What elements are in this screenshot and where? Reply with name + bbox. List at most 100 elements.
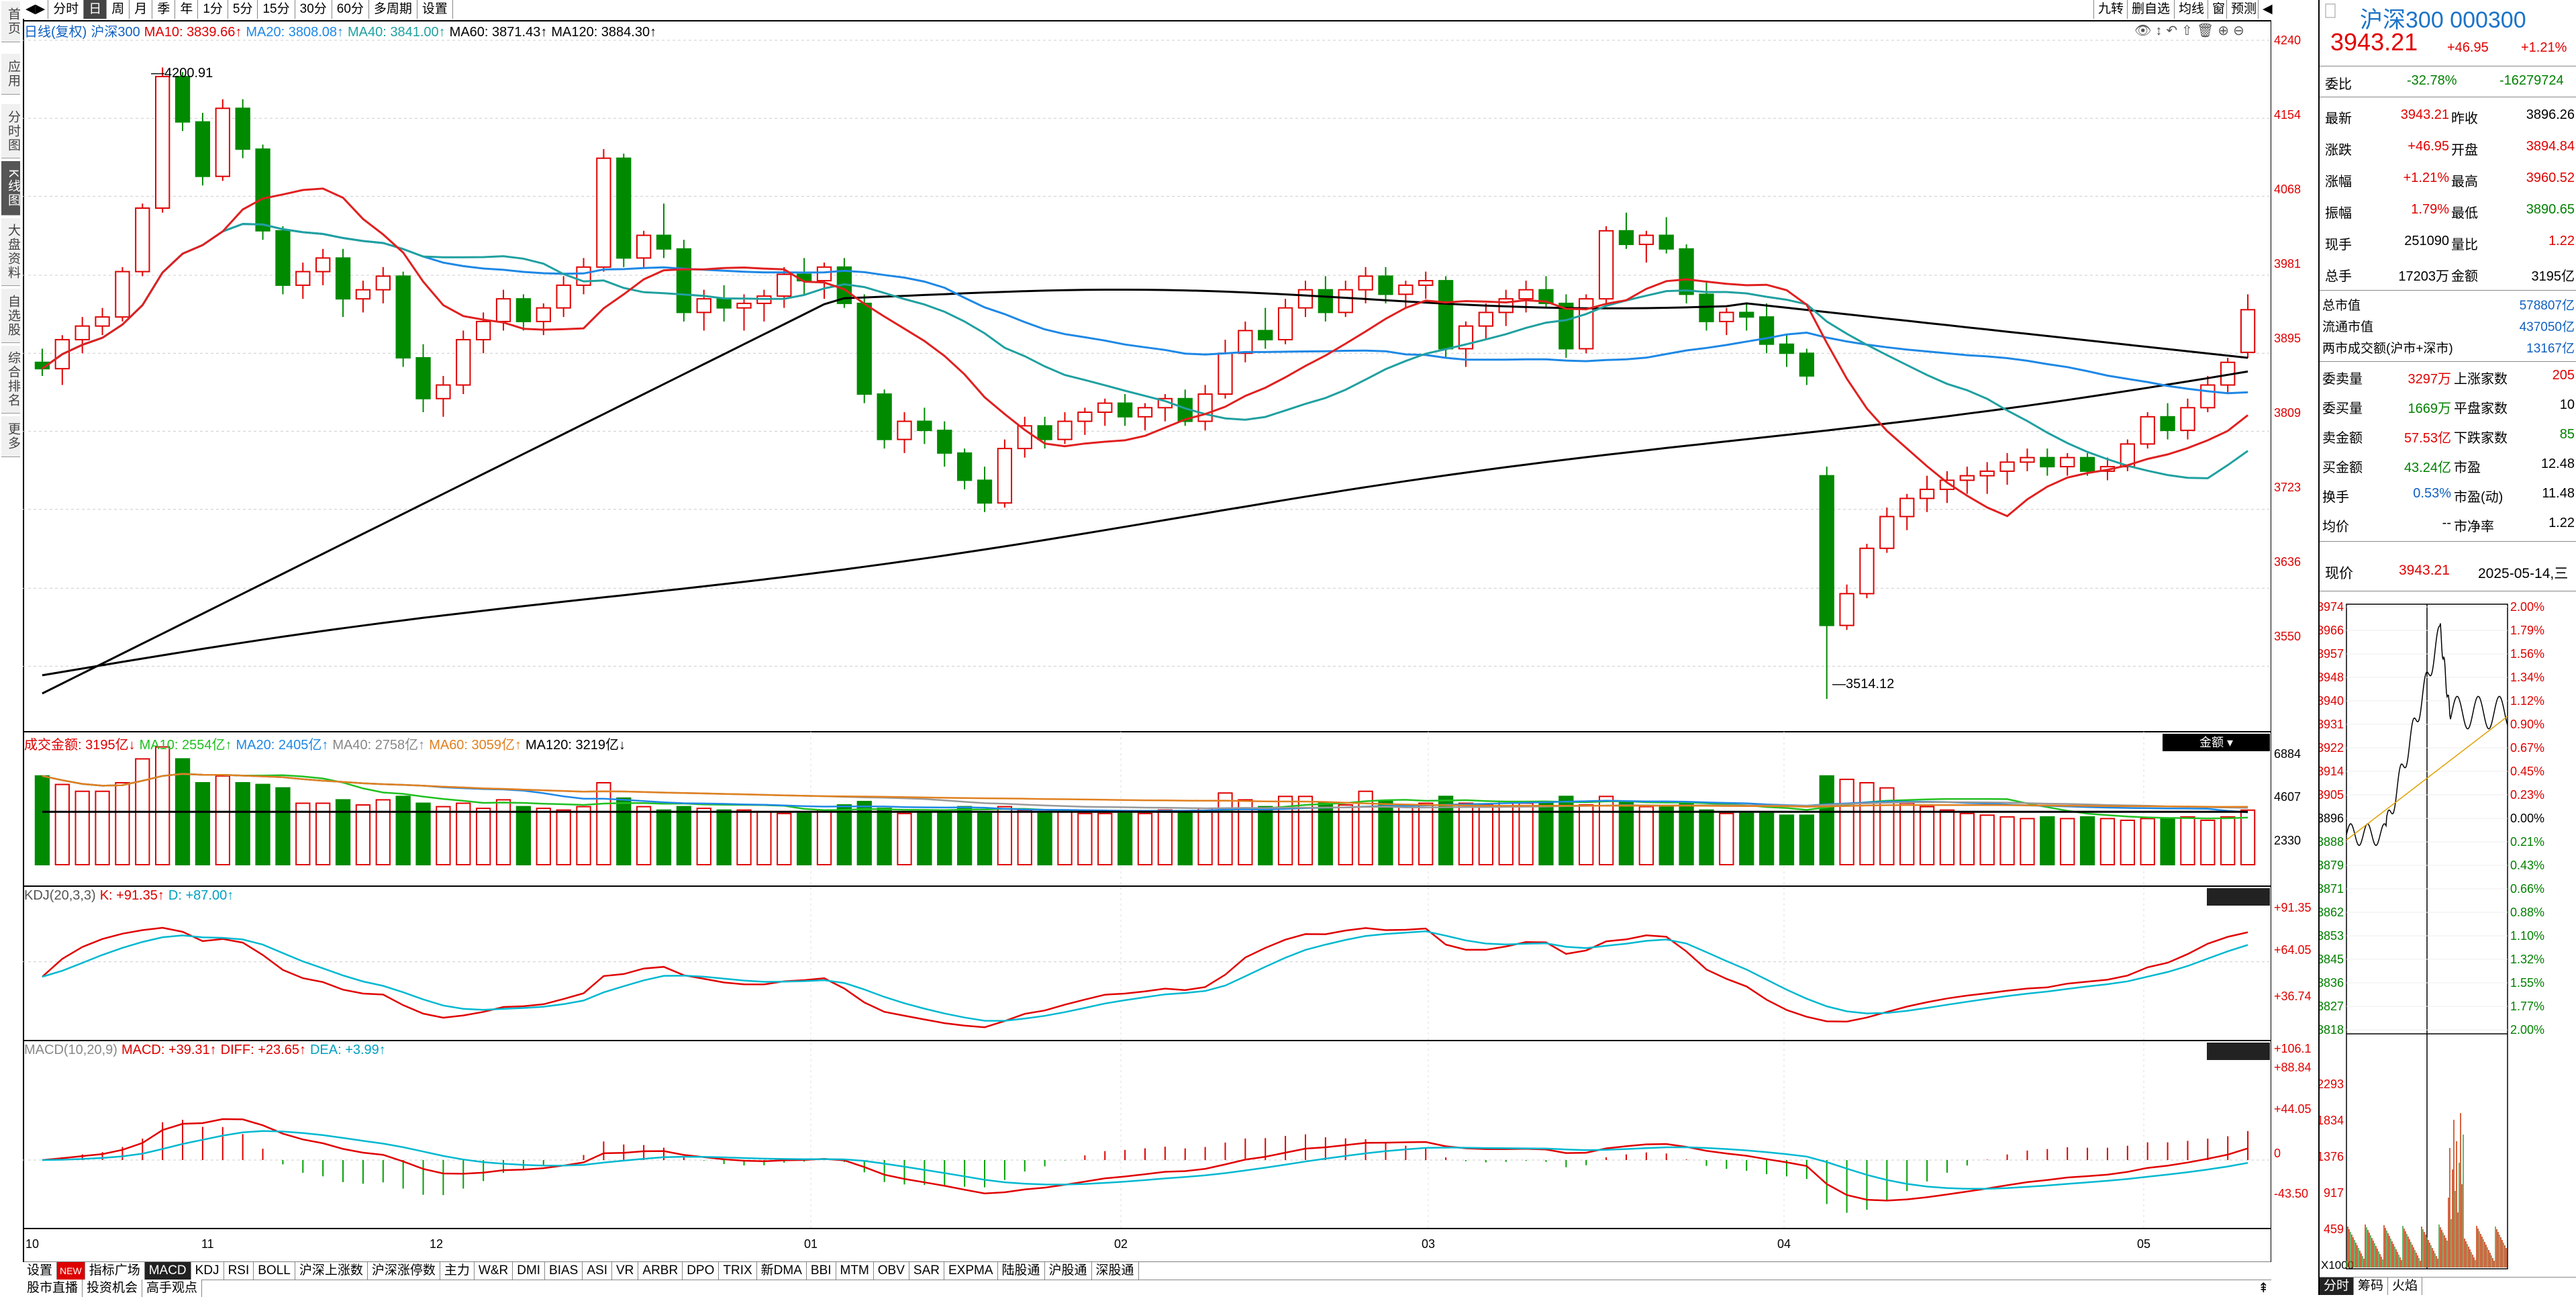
- tab-wr[interactable]: W&R: [474, 1262, 513, 1280]
- candles: [34, 67, 2256, 700]
- tab-vr[interactable]: VR: [611, 1262, 639, 1280]
- period-week[interactable]: 周: [107, 0, 130, 19]
- tab-mtm[interactable]: MTM: [836, 1262, 874, 1280]
- period-30min[interactable]: 30分: [295, 0, 332, 19]
- macd-dea-line: [42, 1130, 2248, 1190]
- quote-value: 1.22: [2548, 234, 2575, 248]
- macd-switch-button[interactable]: [2207, 1043, 2270, 1060]
- panel-toggle-icon[interactable]: [2324, 1, 2337, 20]
- tab-shengutong[interactable]: 深股通: [1091, 1262, 1139, 1280]
- amount-dropdown[interactable]: 金额 ▾: [2163, 734, 2270, 751]
- tab-kdj[interactable]: KDJ: [191, 1262, 224, 1280]
- tab-trix[interactable]: TRIX: [719, 1262, 757, 1280]
- ma-button[interactable]: 均线: [2174, 0, 2208, 19]
- tab-expma[interactable]: EXPMA: [944, 1262, 998, 1280]
- now-label: 现价: [2325, 566, 2353, 581]
- live-link[interactable]: 股市直播: [23, 1280, 83, 1297]
- tab-bias[interactable]: BIAS: [545, 1262, 583, 1280]
- volume-bar: [1338, 804, 1353, 865]
- period-5min[interactable]: 5分: [228, 0, 258, 19]
- tab-sar[interactable]: SAR: [909, 1262, 944, 1280]
- volume-axis-label: 6884: [2274, 747, 2301, 761]
- period-60min[interactable]: 60分: [332, 0, 369, 19]
- tab-hugutong[interactable]: 沪股通: [1044, 1262, 1092, 1280]
- candle-body: [676, 248, 692, 314]
- period-15min[interactable]: 15分: [258, 0, 295, 19]
- tab-dmi[interactable]: DMI: [513, 1262, 546, 1280]
- kline-mode-label[interactable]: 日线(复权): [24, 25, 87, 40]
- tab-main-force[interactable]: 主力: [440, 1262, 475, 1280]
- ma60-label: MA60: 3871.43↑: [449, 25, 548, 40]
- mini-right-axis-label: 1.56%: [2510, 647, 2544, 661]
- volume-bar: [1919, 806, 1935, 866]
- date-axis-label: 05: [2137, 1237, 2151, 1251]
- tab-rsi[interactable]: RSI: [224, 1262, 254, 1280]
- tab-timeshare[interactable]: 分时图: [1, 104, 20, 158]
- tab-apps[interactable]: 应用: [1, 54, 20, 95]
- volume-bar: [1358, 790, 1373, 866]
- mini-tab-chips[interactable]: 筹码: [2354, 1278, 2389, 1295]
- candle-body: [1478, 311, 1494, 327]
- intraday-mini-chart[interactable]: 3974 2.00% 3966 1.79% 3957 1.56% 3948 1.34% 3940…: [2320, 597, 2576, 1279]
- mini-tab-flame[interactable]: 火焰: [2388, 1278, 2423, 1295]
- mini-right-axis-label: 1.34%: [2510, 671, 2544, 684]
- kdj-switch-button[interactable]: [2207, 888, 2270, 906]
- volume-bar: [676, 806, 692, 866]
- macd-diff-label: DIFF: +23.65↑: [220, 1043, 306, 1057]
- nav-arrows[interactable]: ◀▶: [23, 0, 49, 19]
- jiuzhuan-button[interactable]: 九转: [2093, 0, 2128, 19]
- tab-lugutong[interactable]: 陆股通: [997, 1262, 1045, 1280]
- tab-limit-up[interactable]: 沪深涨停数: [367, 1262, 440, 1280]
- tab-kline[interactable]: K线图: [1, 161, 20, 215]
- tab-obv[interactable]: OBV: [873, 1262, 909, 1280]
- period-day[interactable]: 日: [84, 0, 107, 19]
- remove-watchlist-button[interactable]: 删自选: [2127, 0, 2174, 19]
- kdj-d-label: D: +87.00↑: [168, 888, 234, 903]
- period-month[interactable]: 月: [130, 0, 153, 19]
- mini-right-axis-label: 0.90%: [2510, 718, 2544, 731]
- period-year[interactable]: 年: [175, 0, 199, 19]
- tab-boll[interactable]: BOLL: [254, 1262, 295, 1280]
- expand-icon[interactable]: ◀: [2258, 0, 2277, 19]
- tab-asi[interactable]: ASI: [583, 1262, 612, 1280]
- quote-value: 3943.21: [2400, 107, 2449, 122]
- expert-link[interactable]: 高手观点: [142, 1280, 203, 1297]
- volume-bar: [1699, 809, 1714, 865]
- tab-dpo[interactable]: DPO: [683, 1262, 720, 1280]
- order-value: 43.24亿: [2404, 461, 2451, 475]
- tab-home[interactable]: 首页: [1, 1, 20, 42]
- period-timeshare[interactable]: 分时: [48, 0, 85, 19]
- period-quarter[interactable]: 季: [152, 0, 176, 19]
- volume-bar: [2180, 816, 2195, 866]
- window-button[interactable]: 窗: [2208, 0, 2229, 19]
- price-axis-label: 4154: [2274, 108, 2301, 122]
- volume-bar: [2099, 818, 2116, 865]
- candle-body: [1538, 289, 1554, 304]
- chart-tool-icons[interactable]: 👁↕↶⇧🗑⊕⊖: [2134, 23, 2248, 38]
- tab-new-dma[interactable]: 新DMA: [756, 1262, 807, 1280]
- indicator-settings-tab[interactable]: 设置: [23, 1262, 58, 1280]
- scroll-top-icon[interactable]: ⇞: [2258, 1281, 2269, 1296]
- indicator-square-tab[interactable]: 指标广场: [85, 1262, 145, 1280]
- volume-bar: [2160, 818, 2175, 865]
- tab-macd[interactable]: MACD: [144, 1262, 191, 1280]
- tab-watchlist[interactable]: 自选股: [1, 289, 20, 343]
- candle-body: [816, 266, 832, 282]
- order-value: 57.53亿: [2404, 431, 2451, 446]
- tab-bbi[interactable]: BBI: [806, 1262, 836, 1280]
- opportunity-link[interactable]: 投资机会: [83, 1280, 143, 1297]
- period-multi[interactable]: 多周期: [368, 0, 417, 19]
- tab-ranking[interactable]: 综合排名: [1, 346, 20, 414]
- tab-more[interactable]: 更多: [1, 416, 20, 457]
- forecast-button[interactable]: 预测: [2226, 0, 2261, 19]
- tab-market-info[interactable]: 大盘资料: [1, 218, 20, 286]
- kline-chart[interactable]: [23, 20, 2271, 1262]
- period-settings[interactable]: 设置: [417, 0, 453, 19]
- mini-vol-axis-label: 1376: [2320, 1150, 2344, 1163]
- mini-tab-timeshare[interactable]: 分时: [2320, 1278, 2355, 1295]
- tab-arbr[interactable]: ARBR: [638, 1262, 683, 1280]
- macd-label: MACD(10,20,9): [24, 1043, 117, 1057]
- volume-bar: [2040, 816, 2055, 866]
- tab-up-count[interactable]: 沪深上涨数: [295, 1262, 368, 1280]
- period-1min[interactable]: 1分: [198, 0, 228, 19]
